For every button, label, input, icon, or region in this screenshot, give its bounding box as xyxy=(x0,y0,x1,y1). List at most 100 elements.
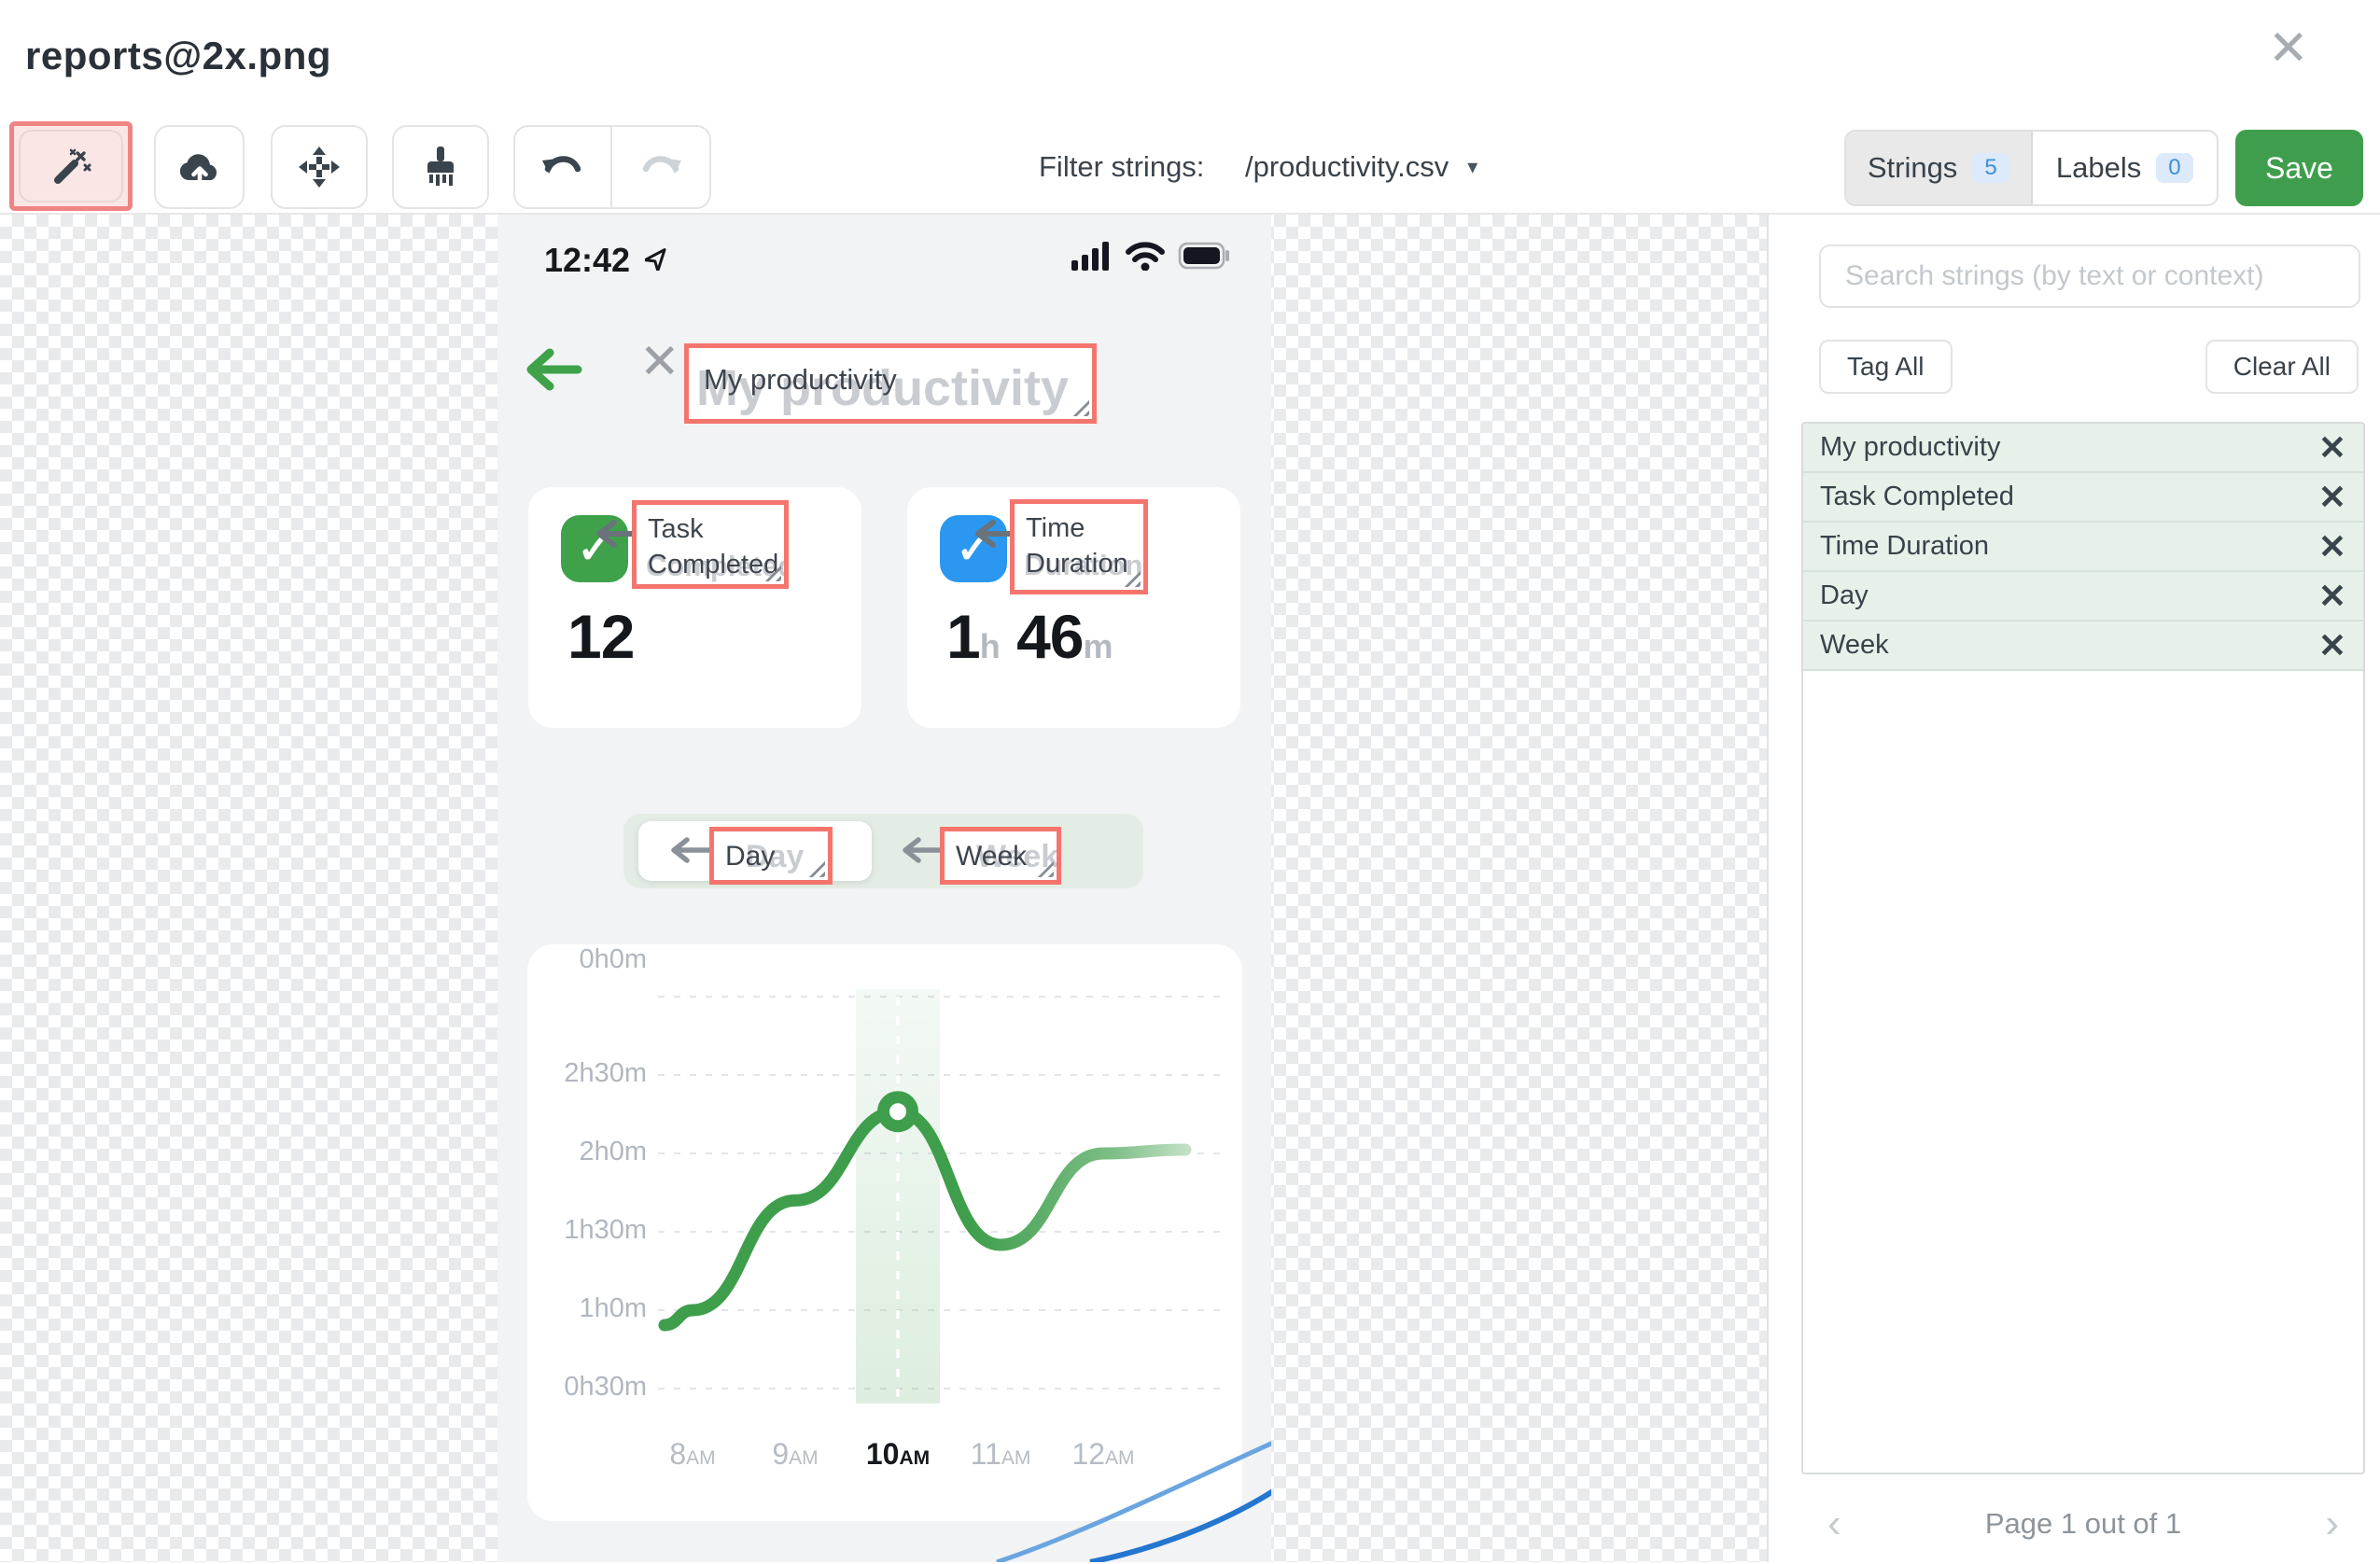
tag-text-title: My productivity xyxy=(704,363,897,396)
window-header: reports@2x.png ✕ xyxy=(0,0,2380,121)
status-icons xyxy=(1071,241,1232,271)
magic-wand-icon xyxy=(54,148,91,184)
close-icon[interactable]: ✕ xyxy=(2268,21,2309,76)
tag-box-week[interactable]: Week Week xyxy=(940,827,1061,885)
tab-labels-label: Labels xyxy=(2055,151,2142,184)
pagination-text: Page 1 out of 1 xyxy=(1984,1507,2182,1540)
page-next-icon[interactable]: › xyxy=(2325,1501,2339,1546)
tag-box-task-completed[interactable]: Completed Task Completed xyxy=(632,500,789,589)
resize-handle[interactable] xyxy=(806,859,825,877)
duration-minutes: 46 xyxy=(1016,602,1084,671)
tab-labels[interactable]: Labels 0 xyxy=(2033,132,2218,204)
string-row[interactable]: Task Completed ✕ xyxy=(1803,473,2363,523)
chevron-down-icon: ▾ xyxy=(1467,155,1478,178)
undo-redo-group xyxy=(513,125,711,209)
string-row[interactable]: Day ✕ xyxy=(1803,572,2363,621)
string-row[interactable]: My productivity ✕ xyxy=(1803,424,2363,473)
remove-string-icon[interactable]: ✕ xyxy=(2317,427,2346,467)
string-text: Day xyxy=(1820,580,1869,610)
tasks-value: 12 xyxy=(567,602,635,671)
string-row[interactable]: Week ✕ xyxy=(1803,621,2363,671)
x-tick-selected: 10AM xyxy=(865,1437,931,1471)
remove-string-icon[interactable]: ✕ xyxy=(2317,526,2346,566)
productivity-chart-card: 2h30m 2h0m 1h30m 1h0m 0h30m 0h0m 8AM 9AM… xyxy=(527,944,1242,1521)
x-tick: 11AM xyxy=(970,1437,1031,1471)
brush-icon xyxy=(427,147,454,186)
ghost-week: Week xyxy=(976,839,1059,874)
duration-hours-unit: h xyxy=(979,627,1001,665)
phone-screenshot: 12:42 xyxy=(497,215,1271,1562)
duration-minutes-unit: m xyxy=(1083,627,1113,665)
page-prev-icon[interactable]: ‹ xyxy=(1827,1501,1841,1546)
strings-list: My productivity ✕ Task Completed ✕ Time … xyxy=(1801,422,2365,1474)
filter-file-dropdown[interactable]: /productivity.csv ▾ xyxy=(1245,150,1477,184)
move-icon xyxy=(299,147,340,188)
search-input[interactable] xyxy=(1819,244,2360,308)
wifi-icon xyxy=(1126,242,1165,271)
ghost-task-completed: Completed xyxy=(646,550,789,582)
ghost-title-text: My productivity xyxy=(696,360,1070,416)
strings-labels-tabs: Strings 5 Labels 0 xyxy=(1844,130,2219,206)
tag-text-week: Week xyxy=(956,841,1028,872)
next-chart-curves xyxy=(996,1441,1271,1562)
y-tick: 1h0m xyxy=(579,1293,647,1323)
day-week-segment: Day Day Week Week xyxy=(623,814,1143,888)
tag-box-title[interactable]: My productivity My productivity xyxy=(684,343,1097,424)
remove-tag-icon[interactable]: ✕ xyxy=(639,335,680,389)
tag-text-task-completed: Task Completed xyxy=(648,514,779,580)
time-check-tile: ✓ xyxy=(940,515,1007,582)
resize-handle[interactable] xyxy=(1071,398,1089,416)
tag-text-day: Day xyxy=(725,841,776,872)
location-arrow-icon xyxy=(645,244,671,271)
y-tick: 2h0m xyxy=(579,1137,647,1166)
brush-button[interactable] xyxy=(392,125,489,209)
remove-string-icon[interactable]: ✕ xyxy=(2317,625,2346,664)
pagination: ‹ Page 1 out of 1 › xyxy=(1801,1501,2365,1547)
undo-button[interactable] xyxy=(515,127,612,207)
string-text: Time Duration xyxy=(1820,531,1990,561)
line-chart xyxy=(658,989,1223,1403)
redo-button[interactable] xyxy=(612,127,709,207)
strings-count-badge: 5 xyxy=(1972,153,2009,183)
task-check-tile: ✓ xyxy=(561,515,628,582)
move-button[interactable] xyxy=(271,125,368,209)
magic-wand-button[interactable] xyxy=(9,121,133,211)
tag-text-time-duration: Time Duration xyxy=(1026,513,1128,579)
remove-string-icon[interactable]: ✕ xyxy=(2317,576,2346,615)
tab-strings[interactable]: Strings 5 xyxy=(1846,132,2033,204)
x-tick: 12AM xyxy=(1071,1437,1135,1471)
toolbar: Filter strings: /productivity.csv ▾ Stri… xyxy=(0,121,2380,215)
string-text: My productivity xyxy=(1820,432,2001,462)
x-tick: 9AM xyxy=(772,1437,819,1471)
editor-canvas[interactable]: 12:42 xyxy=(0,215,1767,1562)
tag-box-time-duration[interactable]: Duration Time Duration xyxy=(1010,499,1148,594)
filter-file-value: /productivity.csv xyxy=(1245,150,1449,183)
tag-box-day[interactable]: Day Day xyxy=(709,827,833,885)
tag-all-button[interactable]: Tag All xyxy=(1819,340,1953,394)
filter-strings-label: Filter strings: xyxy=(1039,150,1205,183)
ghost-day: Day xyxy=(746,839,805,874)
string-text: Task Completed xyxy=(1820,482,2014,511)
tag-anchor-arrow xyxy=(668,836,715,864)
y-tick: 2h30m xyxy=(564,1058,647,1088)
labels-count-badge: 0 xyxy=(2156,153,2193,183)
clear-all-button[interactable]: Clear All xyxy=(2205,340,2359,394)
y-tick: 0h0m xyxy=(579,944,647,974)
task-completed-card: ✓ Completed Task Completed 12 xyxy=(528,487,861,728)
signal-icon xyxy=(1071,242,1109,271)
tab-strings-label: Strings xyxy=(1867,151,1958,184)
upload-button[interactable] xyxy=(154,125,245,209)
y-tick: 1h30m xyxy=(564,1215,647,1245)
cloud-upload-icon xyxy=(179,154,217,187)
duration-value: 1h 46m xyxy=(946,601,1113,672)
undo-icon xyxy=(542,156,581,174)
string-row[interactable]: Time Duration ✕ xyxy=(1803,523,2363,572)
redo-icon xyxy=(642,156,681,174)
string-text: Week xyxy=(1820,630,1889,660)
ghost-time-duration: Duration xyxy=(1024,549,1143,581)
tag-anchor-arrow xyxy=(900,836,946,864)
remove-string-icon[interactable]: ✕ xyxy=(2317,477,2346,516)
save-button[interactable]: Save xyxy=(2235,130,2363,206)
time-duration-card: ✓ Duration Time Duration 1h 46m xyxy=(907,487,1240,728)
status-time: 12:42 xyxy=(544,241,631,279)
